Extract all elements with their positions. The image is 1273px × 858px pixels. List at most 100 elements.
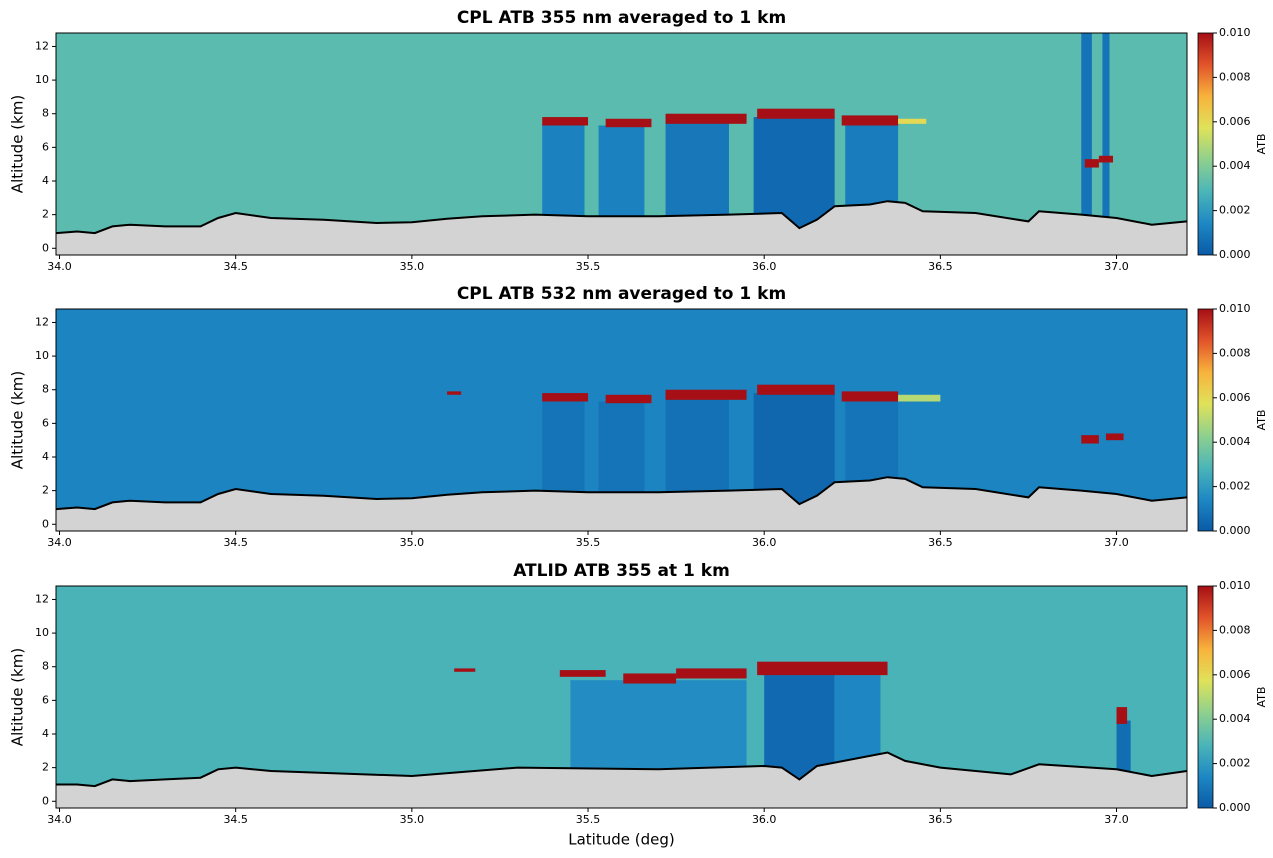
- x-tick-label: 34.5: [223, 813, 248, 826]
- colorbar-tick-label: 0.008: [1219, 623, 1251, 636]
- y-tick-label: 0: [42, 517, 49, 530]
- atb-cell: [898, 394, 941, 402]
- x-tick-label: 36.0: [752, 260, 777, 273]
- x-tick-label: 35.5: [576, 260, 601, 273]
- atb-cell: [542, 117, 589, 126]
- y-tick-label: 6: [42, 140, 49, 153]
- y-tick-label: 0: [42, 241, 49, 254]
- x-tick-label: 36.5: [928, 813, 953, 826]
- atb-cell: [757, 661, 888, 676]
- chart-title: CPL ATB 355 nm averaged to 1 km: [457, 8, 786, 28]
- atb-cell: [447, 391, 462, 395]
- y-tick-label: 8: [42, 660, 49, 673]
- atb-cell: [623, 673, 677, 684]
- y-tick-label: 10: [35, 349, 49, 362]
- surface-line: [56, 200, 1187, 235]
- atb-cell: [542, 393, 589, 402]
- atb-cell: [841, 391, 899, 402]
- y-axis-label: Altitude (km): [9, 95, 27, 193]
- colorbar: [1197, 585, 1214, 809]
- y-tick-label: 4: [42, 450, 49, 463]
- atb-cell: [1102, 33, 1110, 224]
- colorbar-tick-label: 0.002: [1219, 480, 1251, 493]
- atb-cell: [1116, 720, 1131, 777]
- x-tick-label: 37.0: [1104, 813, 1129, 826]
- x-tick-label: 35.0: [400, 260, 425, 273]
- colorbar-tick-label: 0.000: [1219, 801, 1251, 814]
- x-tick-label: 36.0: [752, 536, 777, 549]
- colorbar-label: ATB: [1255, 410, 1268, 431]
- colorbar-tick-label: 0.006: [1219, 115, 1251, 128]
- atb-cell: [598, 125, 645, 224]
- atb-cell: [559, 670, 606, 677]
- ground-fill: [56, 752, 1187, 808]
- colorbar-tick-label: 0.008: [1219, 346, 1251, 359]
- y-axis-label: Altitude (km): [9, 371, 27, 469]
- atb-cell: [605, 394, 652, 404]
- x-tick-label: 36.5: [928, 536, 953, 549]
- y-tick-label: 2: [42, 761, 49, 774]
- colorbar-tick-label: 0.006: [1219, 668, 1251, 681]
- colorbar-tick-label: 0.010: [1219, 579, 1251, 592]
- atb-cell: [542, 123, 585, 224]
- atb-cell: [1105, 433, 1124, 441]
- atb-cell: [1081, 33, 1092, 224]
- ground-fill: [56, 201, 1187, 255]
- colorbar-tick-label: 0.000: [1219, 524, 1251, 537]
- y-tick-label: 12: [35, 39, 49, 52]
- x-tick-label: 37.0: [1104, 260, 1129, 273]
- atb-cell: [598, 401, 645, 500]
- atb-cell: [1098, 155, 1114, 163]
- colorbar-tick-label: 0.002: [1219, 757, 1251, 770]
- y-tick-label: 6: [42, 693, 49, 706]
- x-tick-label: 35.5: [576, 536, 601, 549]
- colorbar-tick-label: 0.008: [1219, 70, 1251, 83]
- y-tick-label: 8: [42, 107, 49, 120]
- colorbar-tick-label: 0.004: [1219, 712, 1251, 725]
- y-axis-label: Altitude (km): [9, 648, 27, 746]
- atb-cell: [757, 108, 835, 119]
- x-tick-label: 35.5: [576, 813, 601, 826]
- colorbar-label: ATB: [1255, 134, 1268, 155]
- atb-cell: [676, 668, 747, 679]
- atb-cell: [454, 668, 476, 672]
- y-tick-label: 10: [35, 626, 49, 639]
- atb-cell: [753, 117, 835, 232]
- y-tick-label: 12: [35, 315, 49, 328]
- x-axis-label: Latitude (deg): [568, 831, 674, 849]
- plot-area: [56, 309, 1187, 531]
- x-tick-label: 35.0: [400, 813, 425, 826]
- atb-cell: [898, 118, 927, 124]
- atb-cell: [1084, 159, 1099, 168]
- x-tick-label: 35.0: [400, 536, 425, 549]
- colorbar-tick-label: 0.004: [1219, 159, 1251, 172]
- colorbar-tick-label: 0.006: [1219, 391, 1251, 404]
- x-tick-label: 34.5: [223, 260, 248, 273]
- colorbar-tick-label: 0.004: [1219, 435, 1251, 448]
- atb-cell: [665, 113, 747, 124]
- colorbar-tick-label: 0.010: [1219, 26, 1251, 39]
- colorbar: [1197, 308, 1214, 532]
- atb-cell: [841, 115, 899, 126]
- atb-cell: [665, 122, 729, 224]
- x-tick-label: 34.0: [47, 536, 72, 549]
- colorbar: [1197, 32, 1214, 256]
- atb-cell: [665, 389, 747, 400]
- atb-cell: [665, 398, 729, 500]
- y-tick-label: 8: [42, 383, 49, 396]
- colorbar-tick-label: 0.002: [1219, 204, 1251, 217]
- colorbar-label: ATB: [1255, 687, 1268, 708]
- x-tick-label: 36.0: [752, 813, 777, 826]
- atb-cell: [570, 680, 747, 777]
- x-tick-label: 34.0: [47, 813, 72, 826]
- ground-fill: [56, 477, 1187, 531]
- plot-area: [56, 33, 1187, 255]
- plot-frame: [55, 585, 1188, 809]
- chart-title: ATLID ATB 355 at 1 km: [513, 561, 730, 581]
- x-tick-label: 34.5: [223, 536, 248, 549]
- colorbar-tick-label: 0.010: [1219, 302, 1251, 315]
- x-tick-label: 36.5: [928, 260, 953, 273]
- plot-frame: [55, 32, 1188, 256]
- surface-line: [56, 476, 1187, 511]
